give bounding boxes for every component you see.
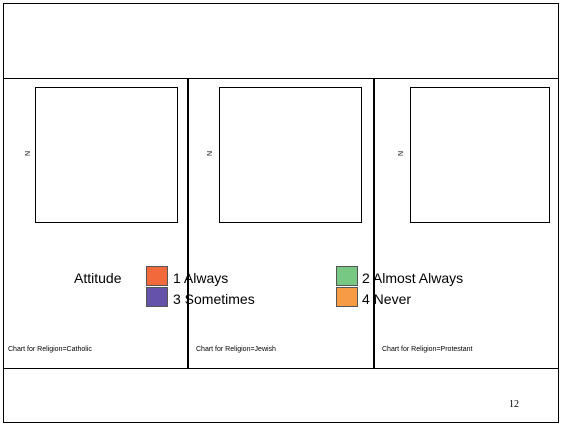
y-axis-label-jewish: N (207, 150, 215, 157)
caption-protestant: Chart for Religion=Protestant (382, 346, 473, 353)
y-axis-label-protestant: N (398, 150, 406, 157)
pie-box-protestant (410, 87, 550, 223)
y-axis-label-catholic: N (25, 150, 33, 157)
caption-catholic: Chart for Religion=Catholic (8, 346, 92, 353)
page-number: 12 (509, 399, 519, 410)
legend-title: Attitude (74, 270, 122, 286)
panel-top-line (4, 78, 559, 79)
legend-label-never: 4 Never (362, 291, 412, 307)
legend-label-almost-always: 2 Almost Always (362, 270, 464, 286)
pie-box-catholic (35, 87, 178, 223)
panel-divider-2 (373, 78, 375, 368)
pie-box-jewish (219, 87, 362, 223)
panel-bottom-line (4, 368, 559, 369)
legend-swatch-always (146, 266, 168, 286)
legend-label-always: 1 Always (173, 270, 229, 286)
legend-swatch-never (336, 287, 358, 307)
legend-swatch-sometimes (146, 287, 168, 307)
legend-swatch-almost-always (336, 266, 358, 286)
caption-jewish: Chart for Religion=Jewish (196, 346, 276, 353)
slide-frame (3, 3, 559, 423)
legend-label-sometimes: 3 Sometimes (173, 291, 255, 307)
panel-divider-1 (187, 78, 189, 368)
